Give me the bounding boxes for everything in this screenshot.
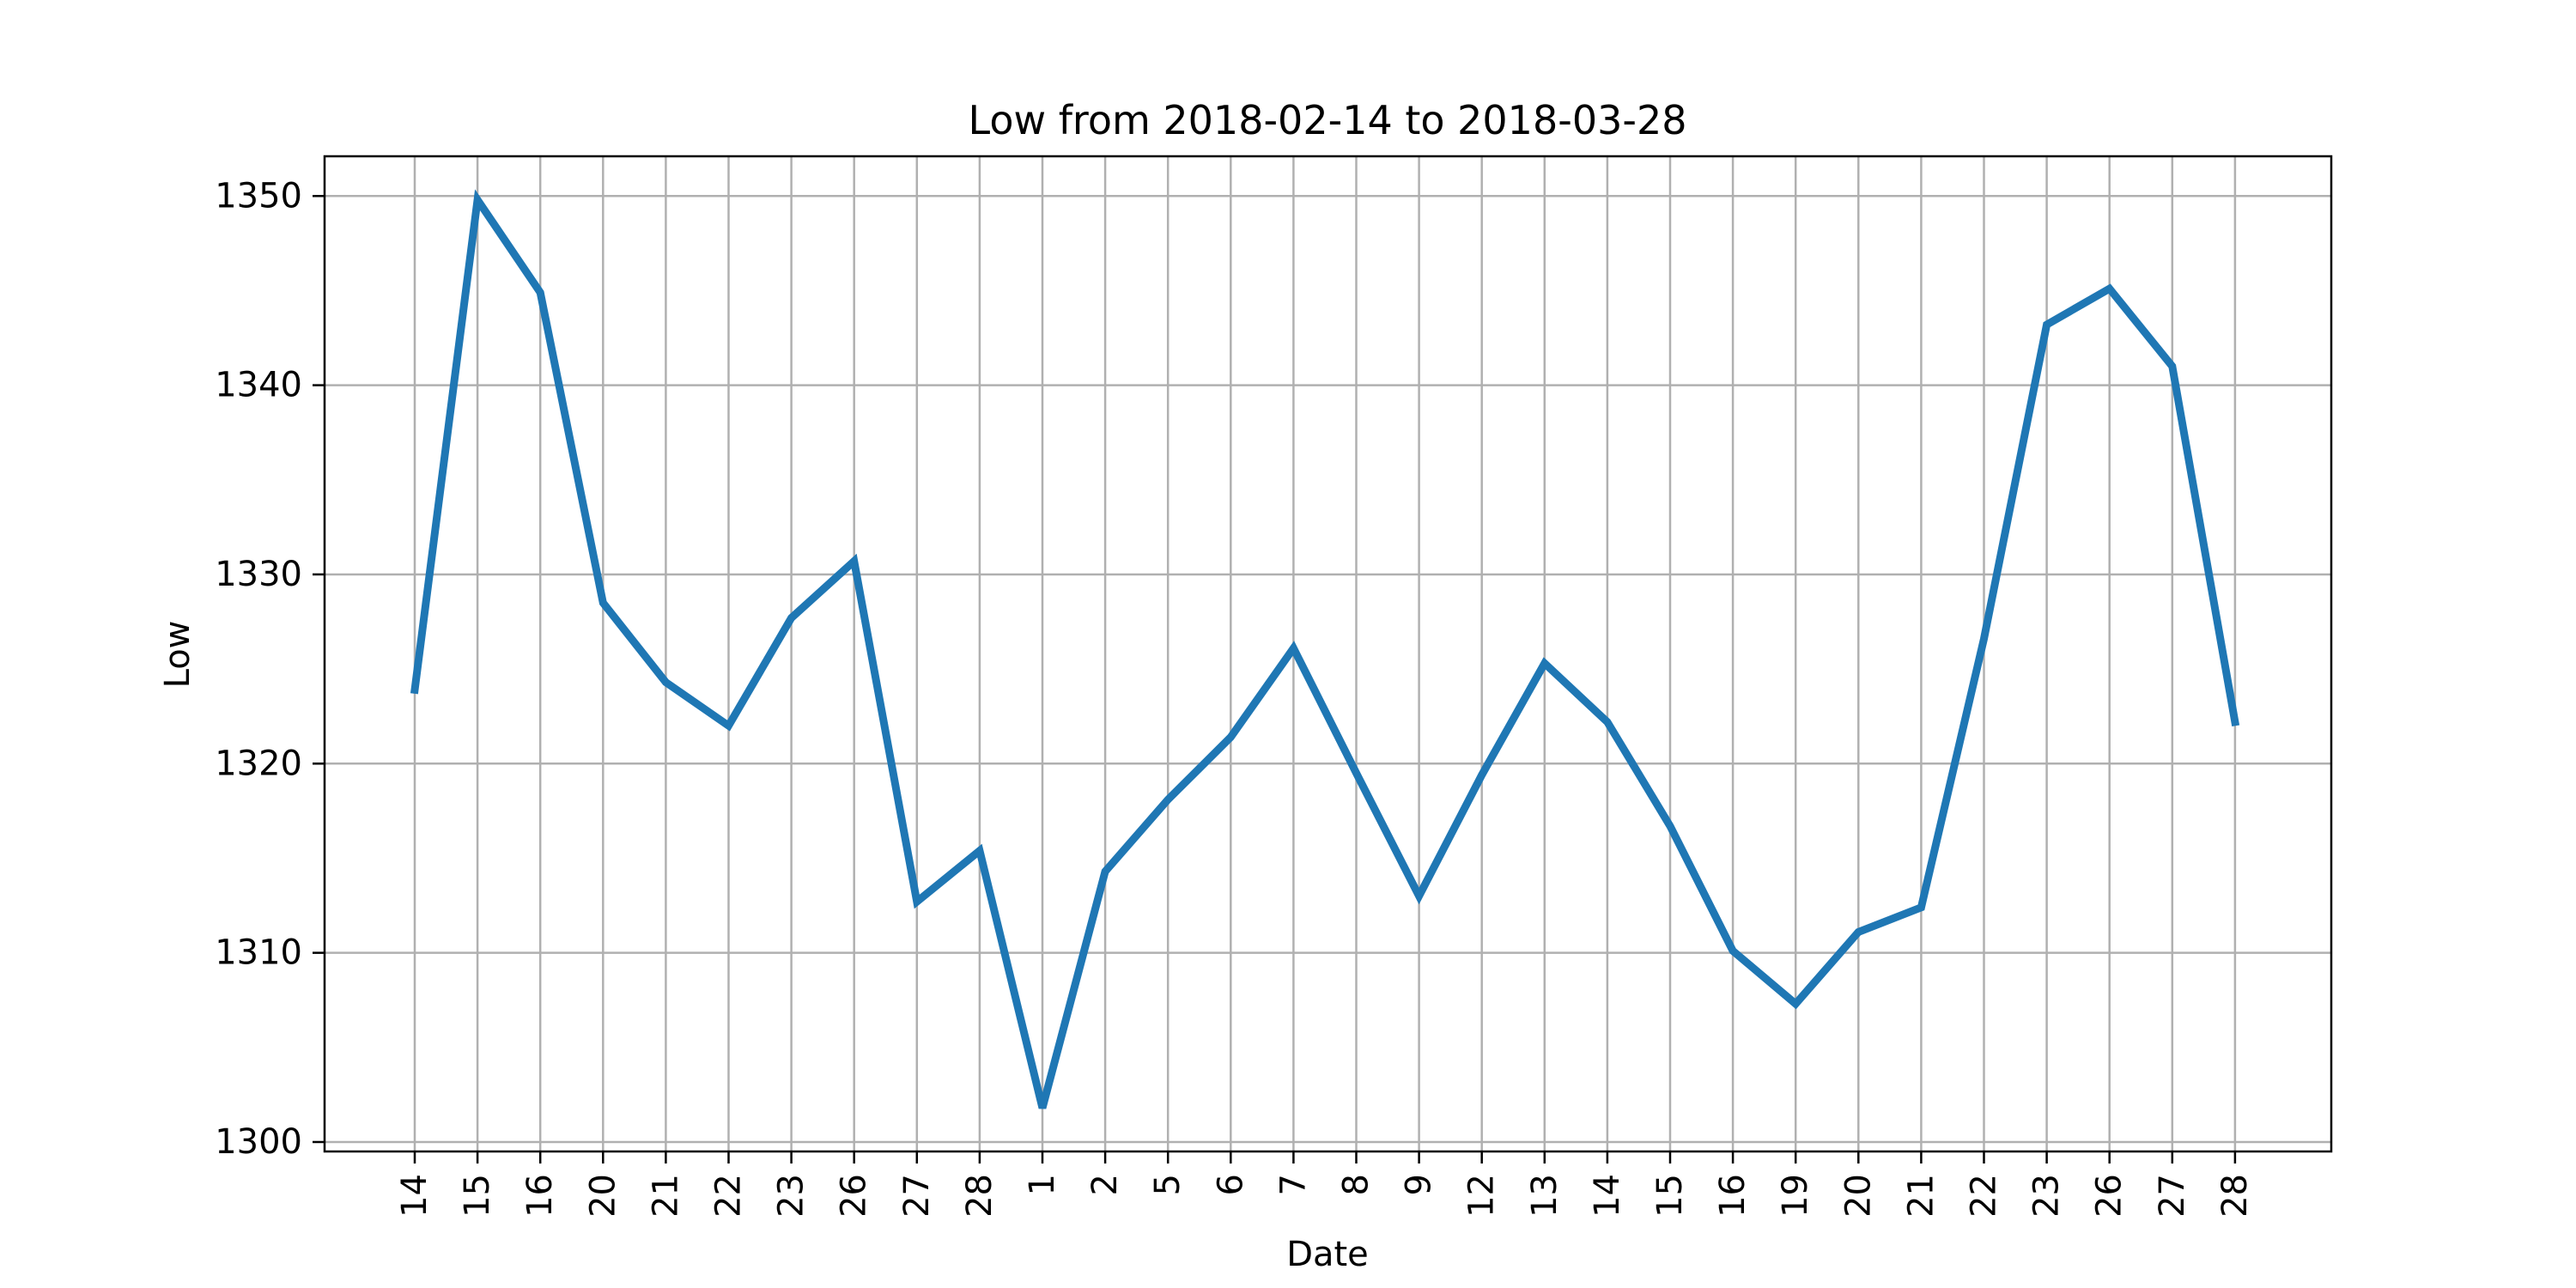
x-tick-label: 23 — [2027, 1174, 2067, 1218]
x-tick-label: 22 — [709, 1174, 749, 1218]
y-tick-labels: 1300 1310 1320 1330 1340 1350 — [215, 176, 302, 1162]
x-tick-label: 12 — [1462, 1174, 1502, 1218]
x-tick-labels: 14 15 16 20 21 22 23 26 27 28 1 2 5 6 7 8 9 12 13 14 15 16 19 2… — [395, 1174, 2255, 1218]
x-axis-label: Date — [1286, 1235, 1369, 1274]
x-tick-label: 15 — [458, 1174, 497, 1218]
y-tick-label: 1350 — [215, 176, 302, 216]
x-tick-label: 21 — [646, 1174, 685, 1218]
y-tick-label: 1300 — [215, 1122, 302, 1162]
x-tick-label: 6 — [1211, 1174, 1250, 1195]
x-tick-label: 2 — [1085, 1174, 1125, 1195]
x-tick-label: 16 — [1713, 1174, 1753, 1218]
x-tick-label: 14 — [395, 1174, 434, 1218]
x-tick-label: 28 — [960, 1174, 999, 1218]
x-tick-label: 23 — [772, 1174, 811, 1218]
y-tick-label: 1330 — [215, 555, 302, 594]
x-tick-label: 1 — [1023, 1174, 1062, 1195]
x-tick-label: 5 — [1148, 1174, 1188, 1195]
y-tick-label: 1310 — [215, 933, 302, 973]
x-tick-label: 26 — [835, 1174, 874, 1218]
x-tick-label: 7 — [1273, 1174, 1313, 1195]
axis-ticks — [313, 195, 2237, 1163]
x-tick-label: 9 — [1400, 1174, 1439, 1195]
plot-frame — [323, 155, 2333, 1153]
x-tick-label: 26 — [2090, 1174, 2129, 1218]
x-tick-label: 22 — [1965, 1174, 2004, 1218]
x-tick-label: 27 — [897, 1174, 937, 1218]
series-layer — [410, 189, 2240, 1109]
chart-title: Low from 2018-02-14 to 2018-03-28 — [969, 97, 1687, 143]
y-tick-label: 1340 — [215, 366, 302, 405]
x-tick-label: 16 — [520, 1174, 560, 1218]
x-tick-label: 13 — [1525, 1174, 1564, 1218]
series-line — [410, 189, 2240, 1109]
x-tick-label: 15 — [1650, 1174, 1690, 1218]
x-tick-label: 20 — [583, 1174, 623, 1218]
x-tick-label: 8 — [1337, 1174, 1376, 1195]
x-tick-label: 21 — [1901, 1174, 1941, 1218]
y-tick-label: 1320 — [215, 744, 302, 783]
x-tick-label: 20 — [1838, 1174, 1878, 1218]
x-tick-label: 14 — [1588, 1174, 1627, 1218]
grid-lines — [325, 156, 2331, 1151]
x-tick-label: 28 — [2215, 1174, 2255, 1218]
x-tick-label: 27 — [2153, 1174, 2192, 1218]
y-axis-label: Low — [158, 621, 197, 689]
x-tick-label: 19 — [1776, 1174, 1815, 1218]
